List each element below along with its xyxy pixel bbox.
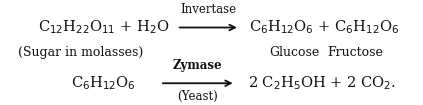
Text: (Sugar in molasses): (Sugar in molasses) bbox=[18, 46, 143, 59]
Text: Glucose: Glucose bbox=[269, 46, 319, 59]
Text: Invertase: Invertase bbox=[180, 3, 236, 16]
Text: Zymase: Zymase bbox=[173, 59, 222, 72]
Text: C$_{6}$H$_{12}$O$_{6}$ + C$_{6}$H$_{12}$O$_{6}$: C$_{6}$H$_{12}$O$_{6}$ + C$_{6}$H$_{12}$… bbox=[249, 19, 399, 36]
Text: C$_{12}$H$_{22}$O$_{11}$ + H$_{2}$O: C$_{12}$H$_{22}$O$_{11}$ + H$_{2}$O bbox=[38, 19, 169, 36]
Text: (Yeast): (Yeast) bbox=[177, 90, 218, 103]
Text: C$_{6}$H$_{12}$O$_{6}$: C$_{6}$H$_{12}$O$_{6}$ bbox=[71, 74, 136, 92]
Text: Fructose: Fructose bbox=[327, 46, 383, 59]
Text: 2 C$_{2}$H$_{5}$OH + 2 CO$_{2}$.: 2 C$_{2}$H$_{5}$OH + 2 CO$_{2}$. bbox=[247, 74, 396, 92]
